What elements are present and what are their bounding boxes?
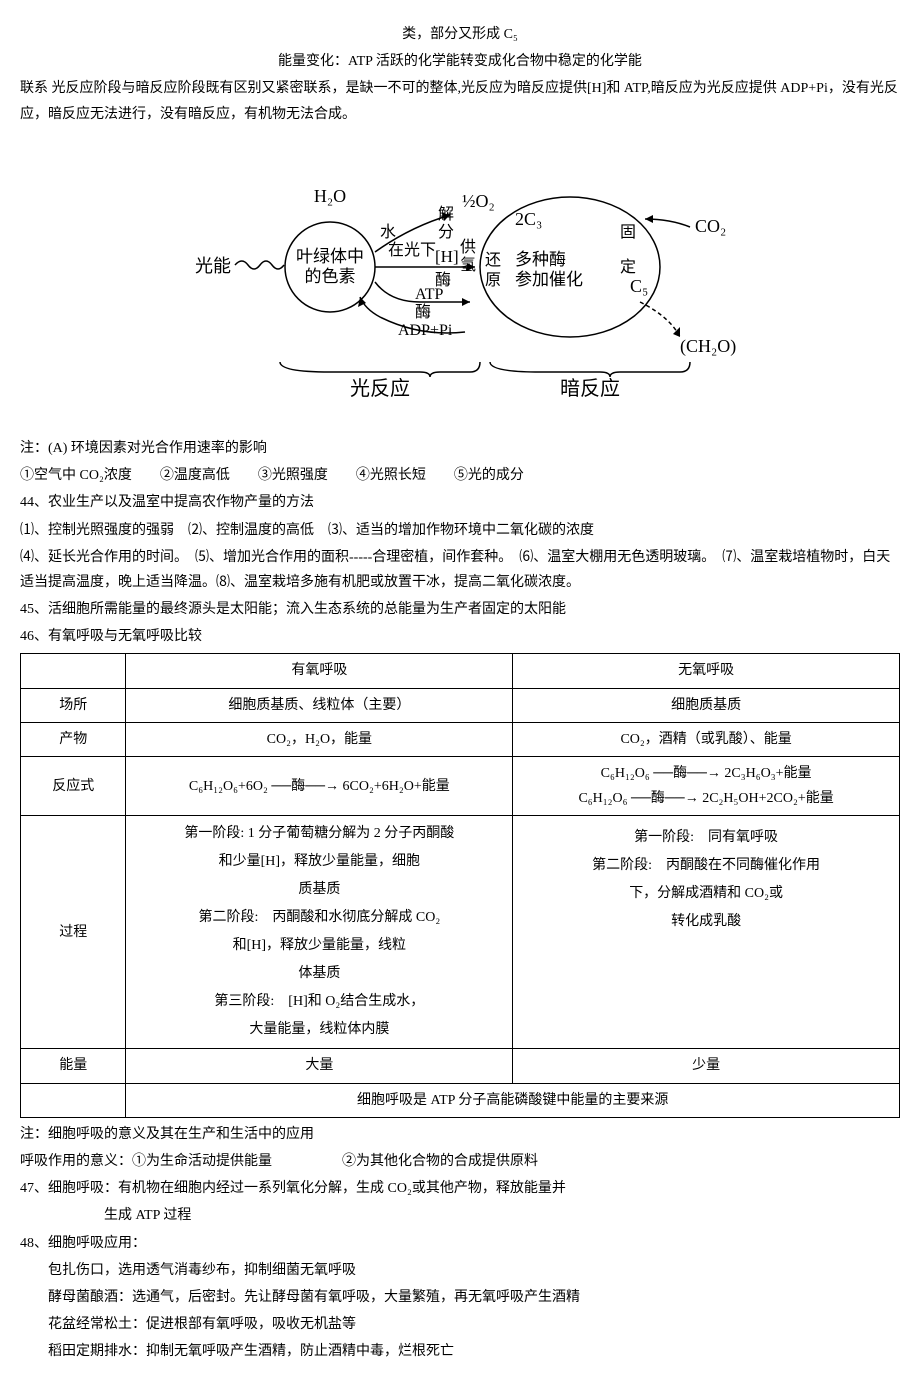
row-process-aerobic: 第一阶段: 1 分子葡萄糖分解为 2 分子丙酮酸 和少量[H]，释放少量能量，细… bbox=[126, 816, 513, 1049]
multi-enzyme2: 参加催化 bbox=[515, 270, 583, 289]
proc-a7: 第三阶段: [H]和 O₂结合生成水， bbox=[134, 988, 504, 1016]
item47-2: 生成 ATP 过程 bbox=[20, 1203, 900, 1228]
row-process-label: 过程 bbox=[21, 816, 126, 1049]
row-energy-anaerobic: 少量 bbox=[513, 1049, 900, 1083]
proc-an2: 第二阶段: 丙酮酸在不同酶催化作用 bbox=[521, 852, 891, 880]
row-footer: 细胞呼吸是 ATP 分子高能磷酸键中能量的主要来源 bbox=[126, 1083, 900, 1117]
factors-list: ①空气中 CO₂浓度 ②温度高低 ③光照强度 ④光照长短 ⑤光的成分 bbox=[20, 463, 900, 488]
proc-a1: 第一阶段: 1 分子葡萄糖分解为 2 分子丙酮酸 bbox=[134, 820, 504, 848]
dark-reaction-label: 暗反应 bbox=[560, 377, 620, 397]
c5-label: C₅ bbox=[630, 276, 648, 296]
photosynthesis-diagram: 光能 叶绿体中 的色素 H₂O 水 在光下 分 解 ½O₂ [H] 供 氢 酶 … bbox=[20, 137, 900, 406]
resp-meaning: 呼吸作用的意义：①为生命活动提供能量 ②为其他化合物的合成提供原料 bbox=[20, 1149, 900, 1174]
adp-pi-label: ADP+Pi bbox=[398, 322, 453, 339]
th-anaerobic: 无氧呼吸 bbox=[513, 654, 900, 688]
chloroplast-text2: 的色素 bbox=[305, 267, 356, 286]
fix2-label: 定 bbox=[620, 258, 636, 276]
proc-a8: 大量能量，线粒体内膜 bbox=[134, 1016, 504, 1044]
row-place-aerobic: 细胞质基质、线粒体（主要） bbox=[126, 688, 513, 722]
item45: 45、活细胞所需能量的最终源头是太阳能；流入生态系统的总能量为生产者固定的太阳能 bbox=[20, 597, 900, 622]
item48-1: 包扎伤口，选用透气消毒纱布，抑制细菌无氧呼吸 bbox=[20, 1258, 900, 1283]
o2-label: ½O₂ bbox=[462, 191, 495, 211]
h-label: [H] bbox=[435, 247, 459, 266]
multi-enzyme1: 多种酶 bbox=[515, 250, 566, 269]
row-energy-aerobic: 大量 bbox=[126, 1049, 513, 1083]
th-aerobic: 有氧呼吸 bbox=[126, 654, 513, 688]
proc-a6: 体基质 bbox=[134, 960, 504, 988]
note-resp: 注：细胞呼吸的意义及其在生产和生活中的应用 bbox=[20, 1122, 900, 1147]
item48: 48、细胞呼吸应用： bbox=[20, 1231, 900, 1256]
header-line1: 类，部分又形成 C₅ bbox=[20, 22, 900, 47]
row-equation-aerobic: C₆H₁₂O₆+6O₂ ──酶──→ 6CO₂+6H₂O+能量 bbox=[126, 757, 513, 816]
h2o-label: H₂O bbox=[314, 186, 346, 206]
item48-2: 酵母菌酿酒：选通气，后密封。先让酵母菌有氧呼吸，大量繁殖，再无氧呼吸产生酒精 bbox=[20, 1285, 900, 1310]
note-a: 注：(A) 环境因素对光合作用速率的影响 bbox=[20, 436, 900, 461]
row-place-anaerobic: 细胞质基质 bbox=[513, 688, 900, 722]
water-split2: 在光下 bbox=[388, 241, 436, 259]
row-equation-label: 反应式 bbox=[21, 757, 126, 816]
co2-label: CO₂ bbox=[695, 216, 726, 236]
light-energy-label: 光能 bbox=[195, 256, 231, 276]
reduce-label: 还 bbox=[485, 251, 501, 269]
row-product-aerobic: CO₂，H₂O，能量 bbox=[126, 722, 513, 756]
reduce2-label: 原 bbox=[485, 272, 501, 289]
chloroplast-text1: 叶绿体中 bbox=[296, 247, 364, 266]
item48-3: 花盆经常松土：促进根部有氧呼吸，吸收无机盐等 bbox=[20, 1312, 900, 1337]
row-process-anaerobic: 第一阶段: 同有氧呼吸 第二阶段: 丙酮酸在不同酶催化作用 下，分解成酒精和 C… bbox=[513, 816, 900, 1049]
proc-an3: 下，分解成酒精和 CO₂或 bbox=[521, 880, 891, 908]
h-supply1: 供 bbox=[460, 238, 476, 256]
proc-an4: 转化成乳酸 bbox=[521, 908, 891, 936]
proc-a3: 质基质 bbox=[134, 876, 504, 904]
th-blank bbox=[21, 654, 126, 688]
ch2o-label: (CH₂O) bbox=[680, 336, 736, 357]
c3-label: 2C₃ bbox=[515, 209, 542, 229]
item44-sub2: ⑷、延长光合作用的时间。 ⑸、增加光合作用的面积-----合理密植，间作套种。 … bbox=[20, 545, 900, 595]
atp-label: ATP bbox=[415, 286, 444, 303]
light-reaction-label: 光反应 bbox=[350, 377, 410, 397]
proc-a4: 第二阶段: 丙酮酸和水彻底分解成 CO₂ bbox=[134, 904, 504, 932]
proc-a5: 和[H]，释放少量能量，线粒 bbox=[134, 932, 504, 960]
item44-sub1: ⑴、控制光照强度的强弱 ⑵、控制温度的高低 ⑶、适当的增加作物环境中二氧化碳的浓… bbox=[20, 518, 900, 543]
item44: 44、农业生产以及温室中提高农作物产量的方法 bbox=[20, 490, 900, 515]
row-product-anaerobic: CO₂，酒精（或乳酸）、能量 bbox=[513, 722, 900, 756]
fix-label: 固 bbox=[620, 224, 636, 241]
header-line2: 能量变化：ATP 活跃的化学能转变成化合物中稳定的化学能 bbox=[20, 49, 900, 74]
row-equation-anaerobic: C₆H₁₂O₆ ──酶──→ 2C₃H₆O₃+能量 C₆H₁₂O₆ ──酶──→… bbox=[513, 757, 900, 816]
eq-an1: C₆H₁₂O₆ ──酶──→ 2C₃H₆O₃+能量 bbox=[521, 761, 891, 786]
h-supply2: 氢 bbox=[460, 256, 476, 274]
row-energy-label: 能量 bbox=[21, 1049, 126, 1083]
enzyme2-label: 酶 bbox=[415, 303, 431, 321]
respiration-comparison-table: 有氧呼吸 无氧呼吸 场所 细胞质基质、线粒体（主要） 细胞质基质 产物 CO₂，… bbox=[20, 653, 900, 1117]
row-footer-blank bbox=[21, 1083, 126, 1117]
water-label: 水 bbox=[380, 223, 396, 241]
connection-text: 联系 光反应阶段与暗反应阶段既有区别又紧密联系，是缺一不可的整体,光反应为暗反应… bbox=[20, 76, 900, 126]
proc-a2: 和少量[H]，释放少量能量，细胞 bbox=[134, 848, 504, 876]
proc-an1: 第一阶段: 同有氧呼吸 bbox=[521, 824, 891, 852]
item46: 46、有氧呼吸与无氧呼吸比较 bbox=[20, 624, 900, 649]
row-product-label: 产物 bbox=[21, 722, 126, 756]
row-place-label: 场所 bbox=[21, 688, 126, 722]
eq-an2: C₆H₁₂O₆ ──酶──→ 2C₂H₅OH+2CO₂+能量 bbox=[521, 786, 891, 811]
water-split4: 解 bbox=[438, 205, 454, 223]
water-split3: 分 bbox=[438, 223, 454, 241]
item48-4: 稻田定期排水：抑制无氧呼吸产生酒精，防止酒精中毒，烂根死亡 bbox=[20, 1339, 900, 1364]
item47-1: 47、细胞呼吸：有机物在细胞内经过一系列氧化分解，生成 CO₂或其他产物，释放能… bbox=[20, 1176, 900, 1201]
